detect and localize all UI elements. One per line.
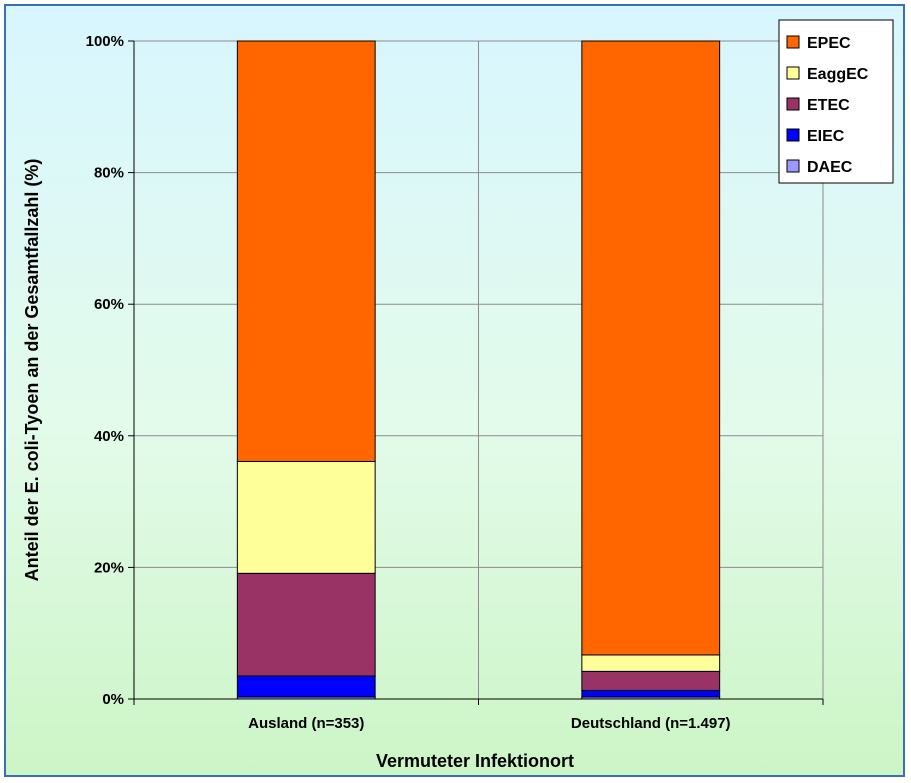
legend-label-eiec: EIEC: [807, 128, 845, 145]
bar-segment-epec: [237, 41, 375, 461]
bar-segment-eaggec: [582, 655, 720, 671]
y-tick-label: 0%: [102, 691, 124, 708]
legend: EPEC EaggEC ETEC EIEC DAEC: [779, 20, 893, 183]
x-tick-labels: Ausland (n=353) Deutschland (n=1.497): [248, 715, 730, 732]
legend-swatch-etec: [787, 98, 799, 110]
y-tick-label: 100%: [86, 33, 124, 50]
y-axis-label: Anteil der E. coli-Tyoen an der Gesamtfa…: [22, 159, 42, 582]
x-tick-label: Ausland (n=353): [248, 715, 364, 732]
legend-swatch-epec: [787, 36, 799, 48]
legend-label-daec: DAEC: [807, 159, 853, 176]
legend-label-eaggec: EaggEC: [807, 66, 869, 83]
legend-label-etec: ETEC: [807, 97, 850, 114]
bar-segment-eiec: [237, 676, 375, 697]
y-tick-label: 40%: [94, 428, 124, 445]
y-tick-label: 20%: [94, 559, 124, 576]
y-tick-labels: 0% 20% 40% 60% 80% 100%: [86, 33, 124, 708]
bar-segment-etec: [582, 671, 720, 690]
x-tick-label: Deutschland (n=1.497): [571, 715, 731, 732]
bar-segment-eaggec: [237, 461, 375, 573]
legend-swatch-daec: [787, 160, 799, 172]
legend-label-epec: EPEC: [807, 35, 851, 52]
legend-swatch-eiec: [787, 129, 799, 141]
legend-swatch-eaggec: [787, 67, 799, 79]
bar-segment-etec: [237, 573, 375, 676]
y-tick-label: 80%: [94, 165, 124, 182]
x-axis-label: Vermuteter Infektionort: [376, 751, 574, 771]
y-tick-label: 60%: [94, 296, 124, 313]
bar-segment-eiec: [582, 690, 720, 697]
bar-segment-epec: [582, 41, 720, 655]
